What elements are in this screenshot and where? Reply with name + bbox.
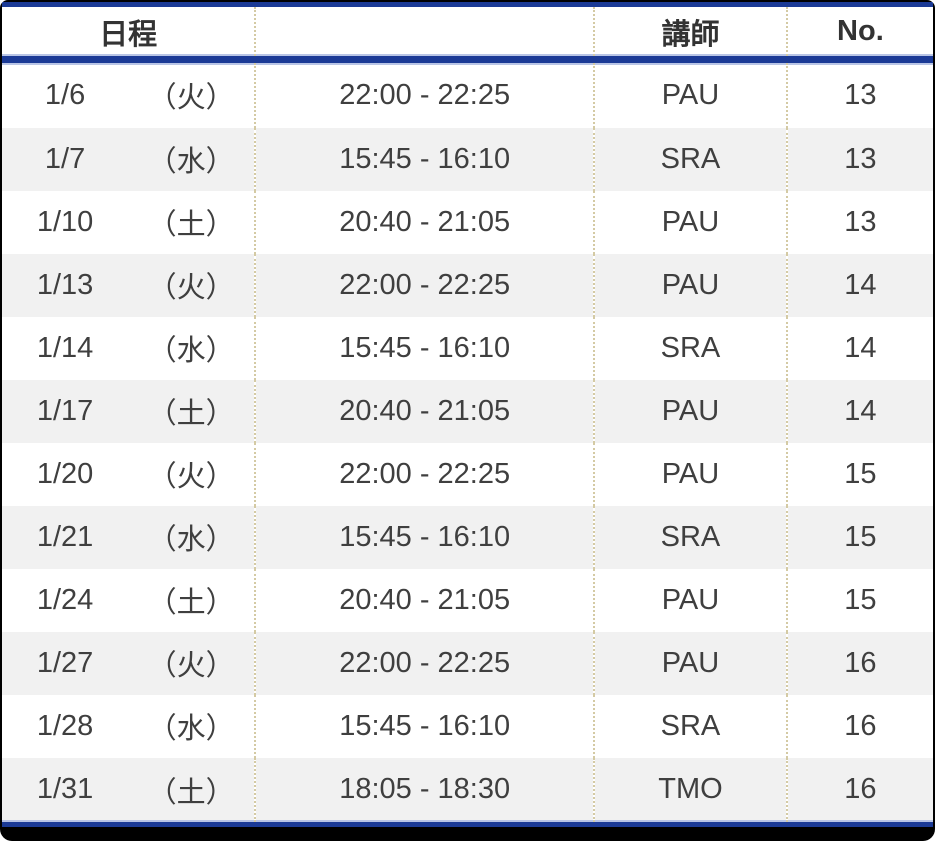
header-row: 日程 講師 No. [2,4,933,63]
table-row: 1/13 （火） 22:00 - 22:25 PAU 14 [2,253,933,317]
date-value: 1/28 [36,709,94,742]
table-row: 1/17 （土） 20:40 - 21:05 PAU 14 [2,379,933,443]
weekday-value: （土） [147,587,235,620]
no-cell: 15 [785,505,933,569]
date-value: 1/14 [36,331,94,364]
weekday-value: （火） [147,461,235,494]
date-value: 1/6 [44,78,86,111]
date-cell: 1/21 （水） [2,505,256,569]
time-cell: 15:45 - 16:10 [254,316,595,380]
date-cell: 1/27 （火） [2,631,256,695]
teacher-cell: TMO [593,757,787,825]
date-cell: 1/6 （火） [2,60,255,128]
weekday-value: （水） [147,335,235,368]
teacher-cell: PAU [593,190,787,254]
weekday-value: （火） [147,650,235,683]
no-cell: 13 [785,190,933,254]
table-row: 1/6 （火） 22:00 - 22:25 PAU 13 [2,59,933,128]
date-value: 1/20 [36,457,94,490]
weekday-value: （水） [147,524,235,557]
date-value: 1/24 [36,583,94,616]
weekday-value: （土） [147,776,235,809]
date-cell: 1/10 （土） [2,191,255,254]
lesson-schedule-table: 日程 講師 No. 1/6 （火） 22:00 - 22:25 PAU 13 1/… [2,2,933,827]
date-value: 1/13 [36,268,94,301]
teacher-cell: SRA [593,505,787,569]
no-cell: 13 [785,127,933,191]
date-value: 1/31 [36,773,94,806]
no-cell: 16 [785,757,933,825]
teacher-cell: SRA [593,127,787,191]
teacher-cell: PAU [593,631,787,695]
date-cell: 1/31 （土） [2,757,256,825]
table-row: 1/10 （土） 20:40 - 21:05 PAU 13 [2,190,933,254]
time-cell: 22:00 - 22:25 [254,442,595,506]
time-cell: 22:00 - 22:25 [254,253,595,317]
date-value: 1/21 [36,520,94,553]
time-cell: 15:45 - 16:10 [254,505,595,569]
weekday-value: （火） [147,272,235,305]
table-row: 1/14 （水） 15:45 - 16:10 SRA 14 [2,316,933,380]
teacher-cell: SRA [593,316,787,380]
no-cell: 16 [785,694,933,758]
date-cell: 1/14 （水） [2,317,255,380]
header-no: No. [785,4,933,63]
table-row: 1/20 （火） 22:00 - 22:25 PAU 15 [2,442,933,506]
weekday-value: （水） [147,146,235,179]
date-value: 1/7 [44,142,86,175]
no-cell: 14 [785,316,933,380]
table-header: 日程 講師 No. [2,4,933,63]
table-row: 1/21 （水） 15:45 - 16:10 SRA 15 [2,505,933,569]
time-cell: 20:40 - 21:05 [254,568,595,632]
table-row: 1/7 （水） 15:45 - 16:10 SRA 13 [2,127,933,191]
no-cell: 14 [785,379,933,443]
header-date: 日程 [2,4,256,63]
teacher-cell: PAU [593,253,787,317]
no-cell: 15 [785,442,933,506]
date-cell: 1/28 （水） [2,695,255,758]
date-cell: 1/24 （土） [2,569,255,632]
teacher-cell: PAU [593,379,787,443]
date-value: 1/17 [36,394,94,427]
time-cell: 20:40 - 21:05 [254,379,595,443]
table-row: 1/28 （水） 15:45 - 16:10 SRA 16 [2,694,933,758]
time-cell: 22:00 - 22:25 [254,631,595,695]
time-cell: 15:45 - 16:10 [254,127,595,191]
time-cell: 18:05 - 18:30 [254,757,595,825]
no-cell: 16 [785,631,933,695]
date-value: 1/27 [36,646,94,679]
date-cell: 1/17 （土） [2,379,256,443]
teacher-cell: PAU [593,568,787,632]
date-cell: 1/20 （火） [2,443,255,506]
date-cell: 1/7 （水） [2,127,256,191]
weekday-value: （土） [147,209,235,242]
teacher-cell: PAU [593,59,787,128]
table-body: 1/6 （火） 22:00 - 22:25 PAU 13 1/7 （水） 15:45… [2,59,933,825]
header-time [254,4,595,63]
table-row: 1/31 （土） 18:05 - 18:30 TMO 16 [2,757,933,825]
time-cell: 15:45 - 16:10 [254,694,595,758]
time-cell: 20:40 - 21:05 [254,190,595,254]
no-cell: 14 [785,253,933,317]
weekday-value: （水） [147,713,235,746]
table-row: 1/27 （火） 22:00 - 22:25 PAU 16 [2,631,933,695]
weekday-value: （土） [147,398,235,431]
table-row: 1/24 （土） 20:40 - 21:05 PAU 15 [2,568,933,632]
teacher-cell: PAU [593,442,787,506]
time-cell: 22:00 - 22:25 [254,59,595,128]
header-teacher: 講師 [593,4,787,63]
teacher-cell: SRA [593,694,787,758]
no-cell: 13 [785,59,933,128]
weekday-value: （火） [147,82,235,115]
date-value: 1/10 [36,205,94,238]
date-cell: 1/13 （火） [2,253,256,317]
no-cell: 15 [785,568,933,632]
